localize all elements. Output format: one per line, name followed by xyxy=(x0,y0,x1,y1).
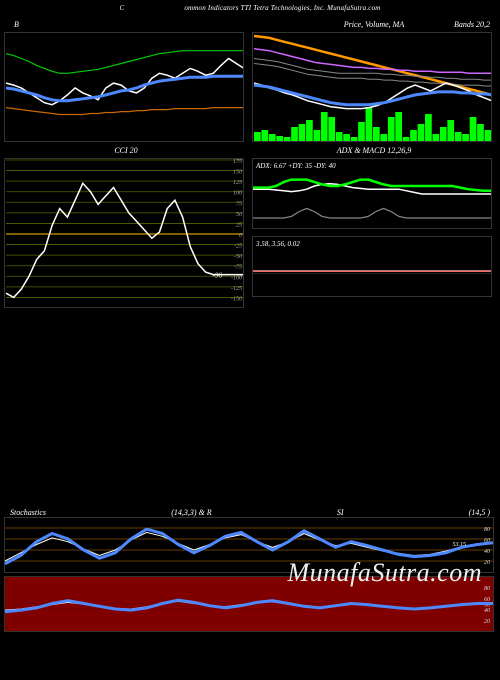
panel-price: Price, Volume, MA Bands 20,2 xyxy=(252,20,496,142)
svg-text:ADX: 6.67 +DY: 35 -DY: 40: ADX: 6.67 +DY: 35 -DY: 40 xyxy=(255,162,336,170)
chart-b xyxy=(4,32,244,142)
chart-stoch: 8060402053.158060504020 xyxy=(4,517,494,635)
svg-text:3.58, 3.56, 0.02: 3.58, 3.56, 0.02 xyxy=(255,240,300,248)
header-prefix: C xyxy=(119,4,124,12)
svg-text:-175: -175 xyxy=(231,307,242,308)
svg-text:50: 50 xyxy=(236,212,242,218)
svg-text:125: 125 xyxy=(233,180,242,186)
svg-text:80: 80 xyxy=(484,586,490,592)
panel-stoch: Stochastics (14,3,3) & R SI (14,5 ) 8060… xyxy=(0,508,500,635)
svg-text:25: 25 xyxy=(236,222,242,228)
chart-grid: B Price, Volume, MA Bands 20,2 CCI 20 -1… xyxy=(0,20,500,308)
svg-text:-50: -50 xyxy=(234,254,242,260)
svg-text:53.15: 53.15 xyxy=(453,542,467,548)
svg-text:20: 20 xyxy=(484,560,490,566)
panel-adx-title: ADX & MACD 12,26,9 xyxy=(252,146,496,156)
stoch-title-mid1: (14,3,3) & R xyxy=(171,508,211,517)
svg-text:-25: -25 xyxy=(234,244,242,250)
svg-text:-75: -75 xyxy=(234,265,242,271)
svg-text:150: 150 xyxy=(233,170,242,176)
stoch-title-right: (14,5 ) xyxy=(469,508,490,517)
svg-text:40: 40 xyxy=(484,548,490,555)
svg-text:40: 40 xyxy=(484,607,490,614)
svg-text:0: 0 xyxy=(239,233,242,239)
header-text: ommon Indicators TTI Tetra Technologies,… xyxy=(184,4,380,12)
stoch-title-mid2: SI xyxy=(337,508,344,517)
price-title-right: Bands 20,2 xyxy=(454,20,490,29)
panel-cci-title: CCI 20 xyxy=(4,146,248,156)
panel-cci: CCI 20 -175 -150 -125 -100 -75 -50 -25 0 25 50 75 1… xyxy=(4,146,248,308)
svg-text:-150: -150 xyxy=(231,296,242,302)
svg-text:-125: -125 xyxy=(231,286,242,292)
panel-price-title: Price, Volume, MA Bands 20,2 xyxy=(252,20,496,30)
svg-text:80: 80 xyxy=(484,527,490,533)
page-header: Common Indicators TTI Tetra Technologies… xyxy=(0,0,500,20)
svg-text:175: 175 xyxy=(233,159,242,165)
svg-text:20: 20 xyxy=(484,619,490,625)
svg-text:-96: -96 xyxy=(213,272,223,280)
panel-b-title: B xyxy=(4,20,248,30)
chart-cci: -175 -150 -125 -100 -75 -50 -25 0 25 50 75 100 125 15… xyxy=(4,158,244,308)
chart-price xyxy=(252,32,492,142)
chart-adx: ADX: 6.67 +DY: 35 -DY: 40 3.58, 3.56, 0.0… xyxy=(252,158,492,308)
stoch-title: Stochastics (14,3,3) & R SI (14,5 ) xyxy=(4,508,496,517)
stoch-title-left: Stochastics xyxy=(10,508,46,517)
svg-text:75: 75 xyxy=(236,201,242,207)
svg-text:100: 100 xyxy=(233,191,242,197)
panel-adx: ADX & MACD 12,26,9 ADX: 6.67 +DY: 35 -DY… xyxy=(252,146,496,308)
svg-text:-100: -100 xyxy=(231,275,242,281)
panel-b: B xyxy=(4,20,248,142)
